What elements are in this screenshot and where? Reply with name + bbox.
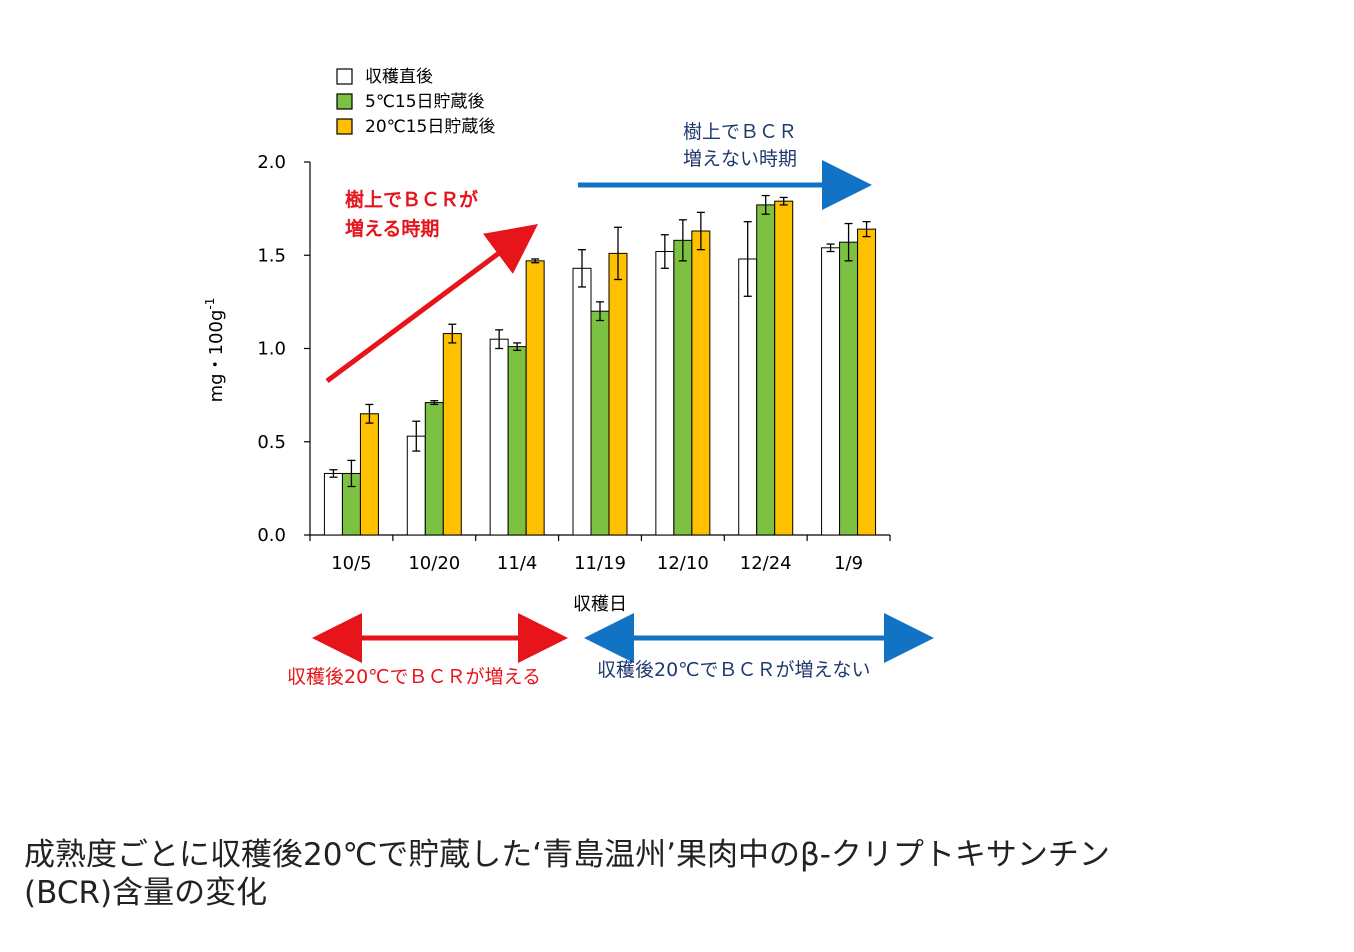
bar-5c-10-20: [424, 402, 444, 536]
x-ticks: 10/5 10/20 11/4 11/19 12/10 12/24 1/9: [309, 535, 891, 574]
bar-20c-11-19: [608, 252, 628, 536]
bar-harvest-10-5: [323, 472, 343, 536]
legend: 収穫直後 5℃15日貯蔵後 20℃15日貯蔵後: [336, 67, 495, 137]
x-axis-label: 収穫日: [573, 594, 627, 615]
bar-20c-10-20: [442, 333, 462, 536]
bar-20c-10-5: [359, 413, 379, 536]
bar-20c-1-9: [857, 228, 877, 536]
red-top-annotation-line1: 樹上でＢＣＲが: [345, 188, 478, 211]
legend-label-harvest: 収穫直後: [365, 67, 433, 87]
y-tick-label: 0.5: [257, 432, 286, 453]
legend-swatch-20c: [336, 118, 353, 135]
legend-label-20c: 20℃15日貯蔵後: [365, 117, 495, 137]
caption-line-2: (BCR)含量の変化: [24, 875, 268, 911]
x-tick-label: 11/19: [574, 553, 626, 574]
legend-swatch-harvest: [336, 68, 353, 85]
bar-harvest-12-10: [655, 251, 675, 536]
red-diagonal-arrow: [325, 224, 539, 384]
y-axis-label: mg・100g-1: [203, 298, 227, 403]
figure-caption: 成熟度ごとに収穫後20℃で貯蔵した‘青島温州’果肉中のβ-クリプトキサンチン (…: [24, 836, 1334, 912]
blue-top-annotation-line2: 増えない時期: [683, 148, 797, 170]
bar-harvest-11-19: [572, 267, 592, 536]
y-axis-label-group: mg・100g-1: [203, 298, 227, 403]
bcr-bar-chart: 収穫直後 5℃15日貯蔵後 20℃15日貯蔵後 0.00.51.01.52.0 …: [203, 67, 934, 688]
bar-5c-1-9: [839, 241, 859, 536]
bar-5c-12-24: [756, 204, 776, 536]
bar-20c-11-4: [525, 260, 545, 536]
bar-20c-12-10: [691, 230, 711, 536]
legend-label-5c: 5℃15日貯蔵後: [365, 92, 485, 112]
x-tick-label: 12/24: [740, 553, 792, 574]
bar-harvest-11-4: [489, 338, 509, 536]
bar-5c-11-19: [590, 310, 610, 536]
bar-20c-12-24: [774, 200, 794, 536]
red-top-annotation-line2: 増える時期: [345, 217, 439, 240]
x-tick-label: 12/10: [657, 553, 709, 574]
error-bars: [329, 194, 871, 488]
bar-harvest-1-9: [821, 247, 841, 536]
legend-swatch-5c: [336, 93, 353, 110]
bar-5c-12-10: [673, 239, 693, 536]
y-ticks: 0.0 0.5 1.0 1.5 2.0: [257, 152, 310, 546]
x-tick-label: 11/4: [497, 553, 537, 574]
blue-bottom-annotation: 収穫後20℃でＢＣＲが増えない: [597, 659, 871, 681]
caption-line-1: 成熟度ごとに収穫後20℃で貯蔵した‘青島温州’果肉中のβ-クリプトキサンチン: [24, 837, 1110, 873]
y-tick-label: 2.0: [257, 152, 286, 173]
y-tick-label: 1.5: [257, 245, 286, 266]
y-tick-label: 0.0: [257, 525, 286, 546]
red-bottom-annotation: 収穫後20℃でＢＣＲが増える: [287, 666, 541, 688]
y-tick-label: 1.0: [257, 339, 286, 360]
x-tick-label: 1/9: [834, 553, 863, 574]
blue-top-annotation-line1: 樹上でＢＣＲ: [683, 121, 797, 143]
x-tick-label: 10/20: [408, 553, 460, 574]
bar-harvest-12-24: [738, 258, 758, 536]
x-tick-label: 10/5: [331, 553, 371, 574]
bar-5c-11-4: [507, 346, 527, 536]
bars: [323, 200, 877, 536]
y-axis-label-exponent: -1: [203, 298, 217, 310]
